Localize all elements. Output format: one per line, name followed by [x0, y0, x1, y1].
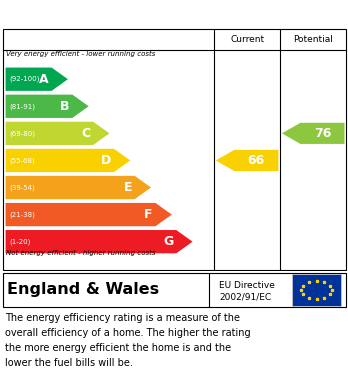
Polygon shape: [6, 230, 192, 253]
Text: C: C: [81, 127, 90, 140]
Text: lower the fuel bills will be.: lower the fuel bills will be.: [5, 358, 133, 368]
Text: overall efficiency of a home. The higher the rating: overall efficiency of a home. The higher…: [5, 328, 251, 338]
Text: Potential: Potential: [293, 35, 333, 44]
Polygon shape: [6, 122, 109, 145]
Text: A: A: [39, 73, 49, 86]
Polygon shape: [6, 203, 172, 226]
Text: The energy efficiency rating is a measure of the: The energy efficiency rating is a measur…: [5, 313, 240, 323]
Text: 2002/91/EC: 2002/91/EC: [219, 292, 271, 301]
Text: 76: 76: [314, 127, 331, 140]
Text: B: B: [60, 100, 70, 113]
Text: G: G: [163, 235, 173, 248]
Text: (39-54): (39-54): [9, 184, 35, 191]
Text: Not energy efficient - higher running costs: Not energy efficient - higher running co…: [6, 250, 156, 256]
Text: Current: Current: [230, 35, 264, 44]
Text: (1-20): (1-20): [9, 239, 30, 245]
Text: Energy Efficiency Rating: Energy Efficiency Rating: [7, 7, 198, 21]
Text: England & Wales: England & Wales: [7, 282, 159, 297]
Text: EU Directive: EU Directive: [219, 281, 275, 290]
Text: (21-38): (21-38): [9, 212, 35, 218]
Polygon shape: [6, 149, 130, 172]
Polygon shape: [6, 68, 68, 91]
Text: (55-68): (55-68): [9, 157, 35, 164]
Text: 66: 66: [248, 154, 265, 167]
Polygon shape: [216, 150, 278, 171]
Text: (81-91): (81-91): [9, 103, 35, 109]
Polygon shape: [282, 123, 345, 144]
Text: F: F: [144, 208, 153, 221]
Text: the more energy efficient the home is and the: the more energy efficient the home is an…: [5, 343, 231, 353]
Polygon shape: [6, 176, 151, 199]
Bar: [292, 274, 341, 306]
Text: Very energy efficient - lower running costs: Very energy efficient - lower running co…: [6, 51, 156, 57]
Text: E: E: [124, 181, 132, 194]
Text: (92-100): (92-100): [9, 76, 39, 83]
Polygon shape: [6, 95, 89, 118]
Text: D: D: [101, 154, 111, 167]
Text: (69-80): (69-80): [9, 130, 35, 136]
